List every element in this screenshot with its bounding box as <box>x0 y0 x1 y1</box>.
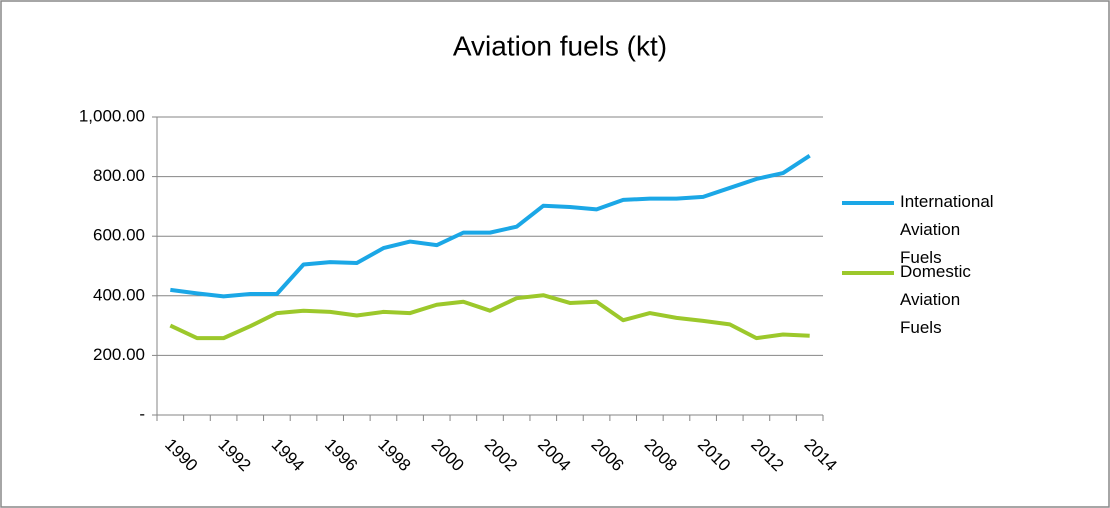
series-line <box>169 293 810 341</box>
legend: International Aviation Fuels Domestic Avi… <box>842 188 1002 337</box>
legend-label: International Aviation Fuels <box>900 192 994 267</box>
legend-key <box>842 201 894 205</box>
legend-label: Domestic Aviation Fuels <box>900 262 971 337</box>
legend-key <box>842 271 894 275</box>
legend-item: Domestic Aviation Fuels <box>842 258 1002 337</box>
y-tick-label: 200.00 <box>93 345 145 364</box>
y-tick-label: 600.00 <box>93 226 145 245</box>
y-tick-label: 800.00 <box>93 166 145 185</box>
series-line <box>170 154 811 299</box>
y-tick-label: - <box>139 404 145 423</box>
y-tick-label: 400.00 <box>93 285 145 304</box>
chart-title: Aviation fuels (kt) <box>453 30 667 61</box>
y-tick-label: 1,000.00 <box>79 106 145 125</box>
legend-item: International Aviation Fuels <box>842 188 1002 267</box>
